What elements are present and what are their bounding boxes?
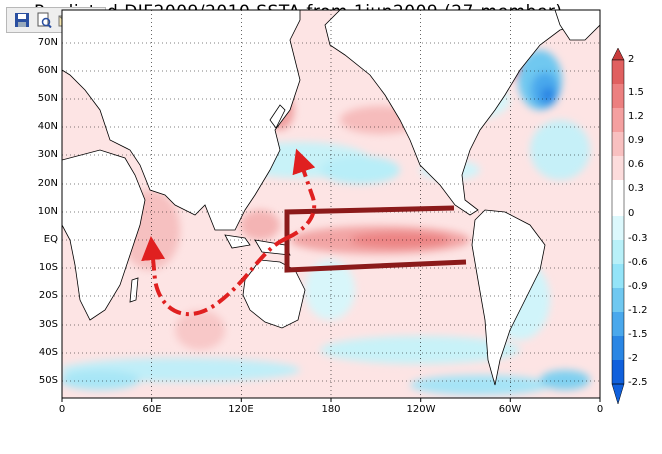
colorbar-label: 1.2: [628, 111, 644, 122]
colorbar-label: -0.6: [628, 257, 648, 268]
lon-label: 0: [58, 404, 66, 415]
colorbar-label: -2.5: [628, 377, 648, 388]
lat-label: 40S: [38, 347, 58, 358]
colorbar-label: -2: [628, 353, 638, 364]
lat-label: 20S: [38, 290, 58, 301]
lon-label: 0: [596, 404, 604, 415]
lon-label: 180: [321, 404, 341, 415]
lat-label: EQ: [43, 234, 58, 245]
lat-label: 20N: [37, 178, 58, 189]
pacific-region-box: [284, 205, 467, 273]
colorbar-label: 2: [628, 54, 635, 65]
colorbar-label: 0.3: [628, 183, 644, 194]
lon-label: 60W: [498, 404, 522, 415]
lat-label: 50S: [38, 375, 58, 386]
colorbar-label: 1.5: [628, 87, 644, 98]
lon-label: 60E: [142, 404, 162, 415]
print-preview-icon[interactable]: [35, 11, 53, 29]
lat-label: 30N: [37, 149, 58, 160]
lat-label: 60N: [37, 65, 58, 76]
lat-label: 10S: [38, 262, 58, 273]
sst-anomaly-field: [62, 10, 600, 398]
colorbar-label: -1.5: [628, 329, 648, 340]
lat-label: 70N: [37, 37, 58, 48]
continents: [62, 10, 600, 386]
lon-label: 120W: [406, 404, 436, 415]
colorbar-label: -0.3: [628, 233, 648, 244]
map-gridlines: [62, 10, 600, 398]
lat-label: 40N: [37, 121, 58, 132]
western-pacific-arrow: [286, 148, 316, 240]
colorbar-label: -1.2: [628, 305, 648, 316]
colorbar-label: 0: [628, 208, 635, 219]
colorbar-label: 0.9: [628, 135, 644, 146]
lat-label: 50N: [37, 93, 58, 104]
lat-label: 10N: [37, 206, 58, 217]
colorbar: [611, 47, 625, 405]
save-icon[interactable]: [13, 11, 31, 29]
lat-label: 30S: [38, 319, 58, 330]
lon-label: 120E: [228, 404, 254, 415]
colorbar-label: -0.9: [628, 281, 648, 292]
colorbar-label: 0.6: [628, 159, 644, 170]
